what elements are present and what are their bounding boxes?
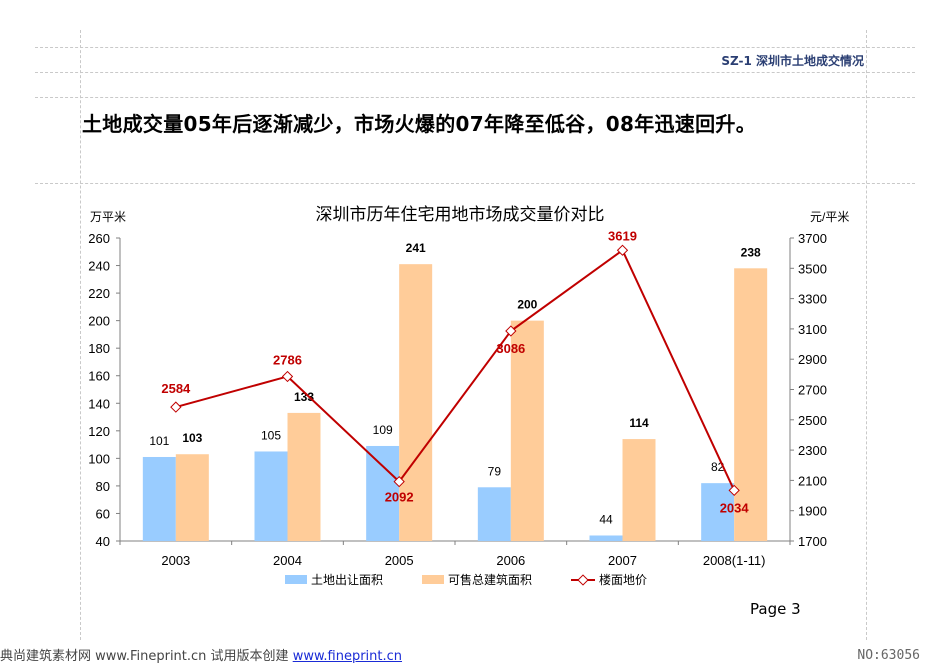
bar-land-area: [589, 535, 623, 541]
line-point: [281, 370, 294, 383]
y2-tick-label: 3500: [798, 261, 827, 276]
y-tick-label: 40: [96, 534, 110, 549]
bar-floor-area: [287, 412, 321, 541]
y2-axis-label: 元/平米: [810, 210, 849, 224]
y2-tick-label: 3100: [798, 322, 827, 337]
legend-marker-floor-price: [577, 574, 589, 586]
line-point: [505, 325, 517, 337]
bar-value-label: 200: [517, 298, 537, 312]
line-floor-price: [175, 248, 736, 491]
y2-tick-label: 1900: [798, 504, 827, 519]
x-tick-label: 2005: [385, 553, 414, 568]
legend-swatch-land-area: [285, 575, 307, 584]
y-tick-label: 120: [88, 424, 110, 439]
line-value-label: 2584: [161, 381, 191, 396]
y-axis-label: 万平米: [90, 210, 126, 224]
y-tick-label: 180: [88, 341, 110, 356]
bar-value-label: 238: [741, 245, 761, 259]
guide-line: [35, 47, 915, 48]
line-point: [393, 475, 405, 488]
y2-tick-label: 2700: [798, 383, 827, 398]
chart-title: 深圳市历年住宅用地市场成交量价对比: [316, 205, 605, 224]
bar-floor-area: [175, 454, 209, 541]
bar-value-label: 133: [294, 390, 314, 404]
bar-floor-area: [622, 439, 656, 541]
legend-label: 楼面地价: [599, 572, 647, 587]
y2-tick-label: 2100: [798, 473, 827, 488]
y-tick-label: 100: [88, 451, 110, 466]
bar-floor-area: [734, 268, 768, 541]
bar-value-label: 109: [373, 423, 393, 437]
bar-value-label: 103: [182, 431, 202, 445]
bar-floor-area: [510, 320, 544, 541]
x-tick-label: 2004: [273, 553, 302, 568]
line-point: [170, 401, 182, 413]
section-tag: SZ-1 深圳市土地成交情况: [721, 54, 864, 68]
y2-tick-label: 2300: [798, 443, 827, 458]
line-value-label: 2034: [720, 500, 750, 515]
y-tick-label: 200: [88, 314, 110, 329]
guide-line: [35, 97, 915, 98]
footer-link[interactable]: www.fineprint.cn: [292, 649, 403, 664]
footer-text: 典尚建筑素材网 www.Fineprint.cn 试用版本创建: [0, 649, 289, 664]
y-tick-label: 160: [88, 369, 110, 384]
line-value-label: 3619: [608, 228, 637, 243]
bar-value-label: 101: [149, 434, 169, 448]
bar-land-area: [701, 483, 735, 541]
y-tick-label: 60: [96, 506, 110, 521]
y-tick-label: 220: [88, 286, 110, 301]
y2-tick-label: 3700: [798, 231, 827, 246]
y2-tick-label: 3300: [798, 292, 827, 307]
y2-tick-label: 2900: [798, 352, 827, 367]
page-headline: 土地成交量05年后逐渐减少，市场火爆的07年降至低谷，08年迅速回升。: [82, 112, 756, 136]
x-tick-label: 2003: [161, 553, 190, 568]
footer-watermark: 典尚建筑素材网 www.Fineprint.cn 试用版本创建 www.fine…: [0, 645, 402, 664]
x-tick-label: 2008(1-11): [703, 553, 766, 568]
bar-land-area: [366, 445, 400, 541]
bar-value-label: 79: [488, 464, 502, 478]
bar-land-area: [477, 487, 511, 541]
footer-image-id: NO:63056: [857, 648, 920, 663]
line-point: [728, 484, 740, 497]
line-value-label: 2786: [273, 352, 302, 367]
legend-label: 土地出让面积: [311, 573, 383, 587]
legend-label: 可售总建筑面积: [448, 572, 532, 587]
bar-floor-area: [399, 264, 433, 541]
bar-land-area: [254, 451, 288, 541]
line-value-label: 2092: [385, 490, 414, 505]
bar-land-area: [142, 456, 176, 541]
y-tick-label: 140: [88, 396, 110, 411]
y2-tick-label: 2500: [798, 413, 827, 428]
legend-swatch-floor-area: [422, 575, 444, 584]
y-tick-label: 240: [88, 259, 110, 274]
guide-line: [80, 30, 81, 640]
bar-value-label: 114: [629, 416, 649, 430]
page-number: Page 3: [750, 600, 801, 618]
bar-value-label: 241: [406, 241, 426, 255]
y-tick-label: 260: [88, 231, 110, 246]
guide-line: [35, 72, 915, 73]
guide-line: [866, 30, 867, 640]
line-value-label: 3086: [496, 341, 525, 356]
line-point: [616, 244, 629, 256]
x-tick-label: 2007: [608, 553, 637, 568]
y-tick-label: 80: [96, 479, 110, 494]
bar-value-label: 44: [599, 512, 613, 526]
y2-tick-label: 1700: [798, 534, 827, 549]
bar-value-label: 105: [261, 428, 281, 442]
x-tick-label: 2006: [496, 553, 525, 568]
guide-line: [35, 183, 915, 184]
